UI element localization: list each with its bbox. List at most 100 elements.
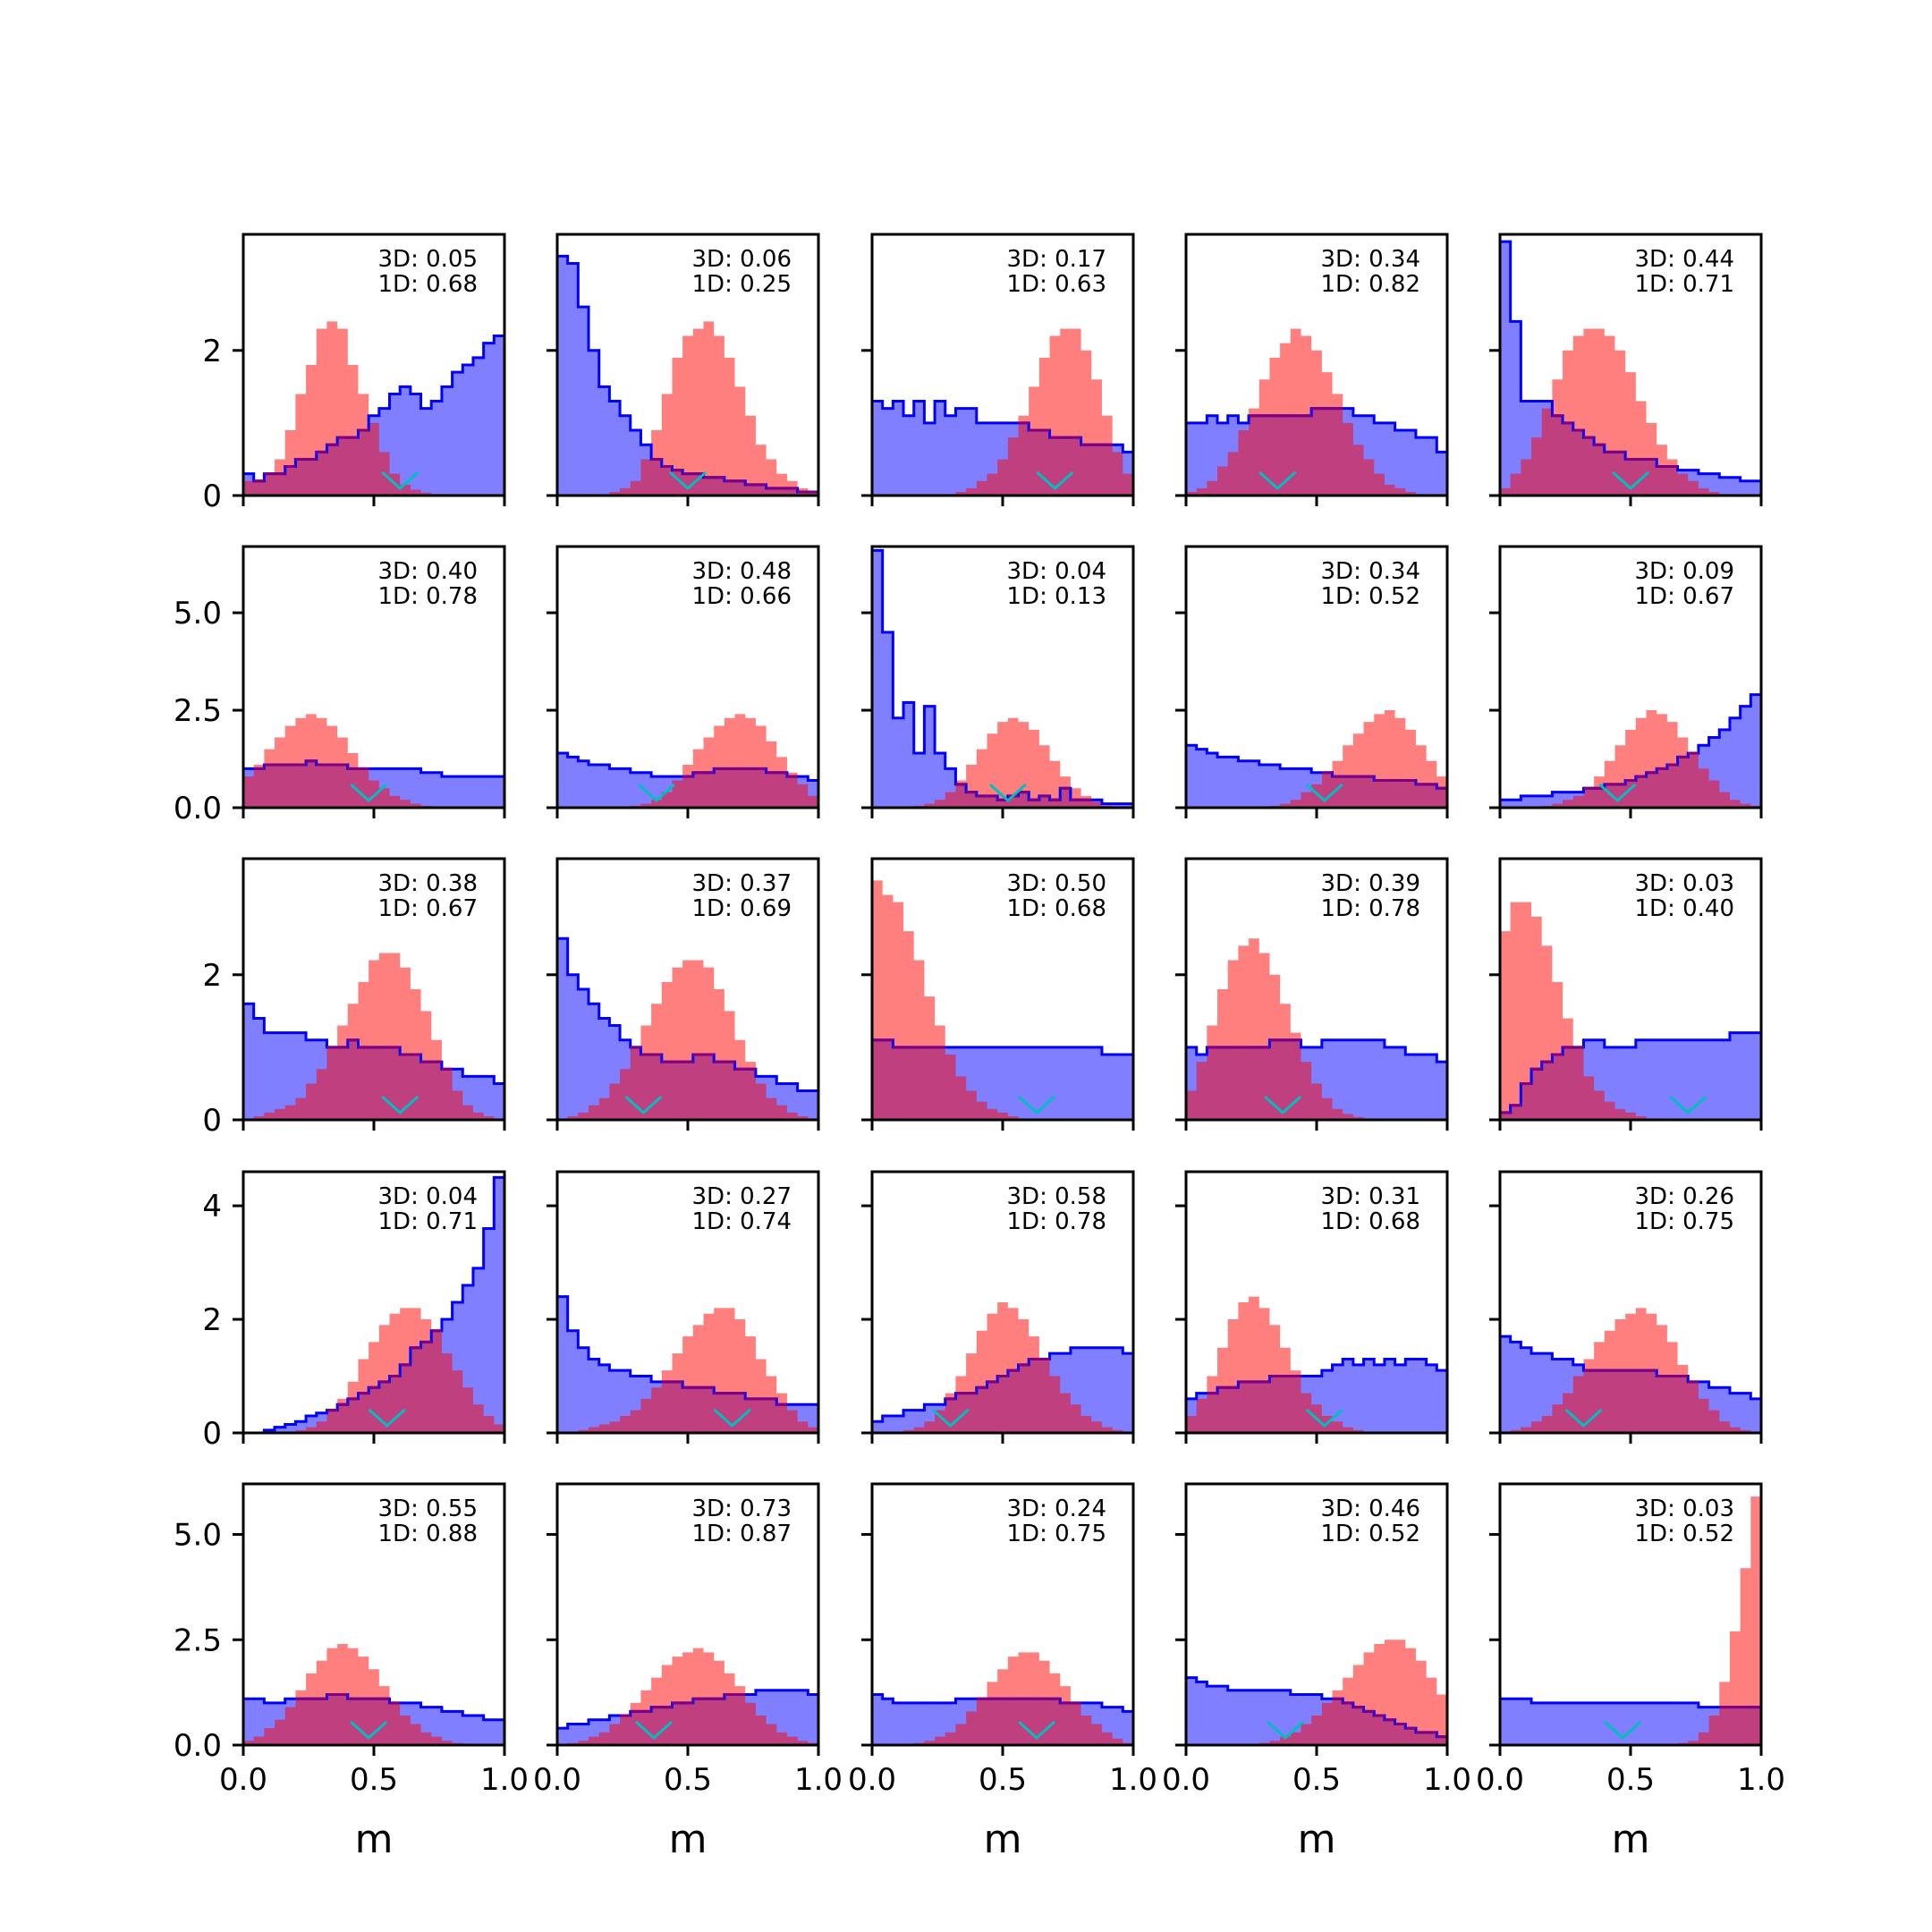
x-tick-label: 1.0: [1423, 1762, 1471, 1798]
label-1d: 1D: 0.78: [1321, 895, 1420, 922]
x-tick-label: 0.5: [350, 1762, 398, 1798]
label-3d: 3D: 0.37: [692, 870, 792, 897]
estimate-marker-icon: [668, 470, 708, 491]
label-1d: 1D: 0.88: [378, 1521, 478, 1547]
red-histogram-fill: [872, 717, 1133, 808]
estimate-marker-icon: [1264, 1095, 1302, 1115]
x-axis-label: m: [1298, 1817, 1336, 1862]
estimate-marker-icon: [635, 1720, 674, 1741]
label-1d: 1D: 0.71: [1635, 271, 1734, 298]
label-3d: 3D: 0.04: [1007, 558, 1106, 585]
label-3d: 3D: 0.48: [692, 558, 792, 585]
label-3d: 3D: 0.26: [1635, 1183, 1734, 1210]
red-histogram-fill: [872, 328, 1133, 496]
label-3d: 3D: 0.09: [1635, 558, 1734, 585]
x-tick-label: 0.5: [664, 1762, 712, 1798]
label-3d: 3D: 0.73: [692, 1496, 792, 1522]
estimate-marker-icon: [1669, 1095, 1707, 1115]
blue-histogram-outline: [872, 1346, 1133, 1423]
y-tick-label: 0.0: [174, 1728, 222, 1764]
label-1d: 1D: 0.68: [1321, 1208, 1420, 1235]
label-3d: 3D: 0.31: [1321, 1183, 1420, 1210]
label-3d: 3D: 0.05: [378, 246, 478, 273]
x-tick-label: 0.0: [1476, 1762, 1524, 1798]
estimate-marker-icon: [1017, 1720, 1055, 1741]
red-histogram-fill: [1186, 1640, 1447, 1745]
label-1d: 1D: 0.52: [1321, 583, 1420, 610]
red-histogram-fill: [1500, 710, 1761, 808]
label-1d: 1D: 0.25: [692, 271, 792, 298]
label-1d: 1D: 0.67: [1635, 583, 1734, 610]
blue-histogram-outline: [872, 400, 1133, 453]
estimate-marker-icon: [1266, 1720, 1304, 1741]
y-tick-label: 2.5: [174, 693, 222, 729]
label-3d: 3D: 0.17: [1007, 246, 1106, 273]
estimate-marker-icon: [381, 1095, 419, 1115]
blue-histogram-outline: [1500, 1031, 1761, 1114]
label-1d: 1D: 0.52: [1321, 1521, 1420, 1547]
red-histogram-fill: [1186, 710, 1447, 808]
label-3d: 3D: 0.03: [1635, 1496, 1734, 1522]
estimate-marker-icon: [931, 1408, 970, 1428]
red-histogram-fill: [1500, 328, 1761, 496]
x-tick-label: 0.0: [1162, 1762, 1210, 1798]
x-tick-label: 0.0: [533, 1762, 581, 1798]
y-tick-label: 5.0: [174, 596, 222, 631]
red-histogram-fill: [1500, 902, 1761, 1120]
label-1d: 1D: 0.68: [378, 271, 478, 298]
estimate-marker-icon: [1305, 1408, 1343, 1428]
blue-histogram-fill: [872, 550, 1133, 808]
estimate-marker-icon: [1036, 470, 1074, 491]
estimate-marker-icon: [368, 1408, 406, 1428]
label-3d: 3D: 0.34: [1321, 246, 1420, 273]
y-tick-label: 2: [202, 334, 222, 369]
estimate-marker-icon: [624, 1095, 663, 1115]
y-tick-label: 2: [202, 1302, 222, 1338]
label-3d: 3D: 0.55: [378, 1496, 478, 1522]
x-axis-label: m: [669, 1817, 708, 1862]
estimate-marker-icon: [1604, 1720, 1642, 1741]
label-3d: 3D: 0.40: [378, 558, 478, 585]
red-histogram-fill: [1500, 1496, 1761, 1745]
x-tick-label: 1.0: [1109, 1762, 1157, 1798]
label-1d: 1D: 0.78: [1007, 1208, 1106, 1235]
y-tick-label: 0: [202, 479, 222, 514]
label-1d: 1D: 0.69: [692, 895, 792, 922]
estimate-marker-icon: [713, 1408, 751, 1428]
estimate-marker-icon: [1305, 783, 1343, 803]
label-1d: 1D: 0.75: [1007, 1521, 1106, 1547]
red-histogram-fill: [872, 1302, 1133, 1433]
blue-histogram-outline: [1500, 1697, 1761, 1709]
label-3d: 3D: 0.58: [1007, 1183, 1106, 1210]
label-1d: 1D: 0.40: [1635, 895, 1734, 922]
x-tick-label: 1.0: [794, 1762, 843, 1798]
estimate-marker-icon: [350, 1720, 388, 1741]
x-axis-label: m: [984, 1817, 1022, 1862]
label-1d: 1D: 0.75: [1635, 1208, 1734, 1235]
label-1d: 1D: 0.74: [692, 1208, 792, 1235]
estimate-marker-icon: [1598, 783, 1637, 803]
red-histogram-fill: [243, 714, 504, 808]
label-1d: 1D: 0.71: [378, 1208, 478, 1235]
red-histogram-fill: [1186, 328, 1447, 496]
label-3d: 3D: 0.46: [1321, 1496, 1420, 1522]
label-3d: 3D: 0.34: [1321, 558, 1420, 585]
